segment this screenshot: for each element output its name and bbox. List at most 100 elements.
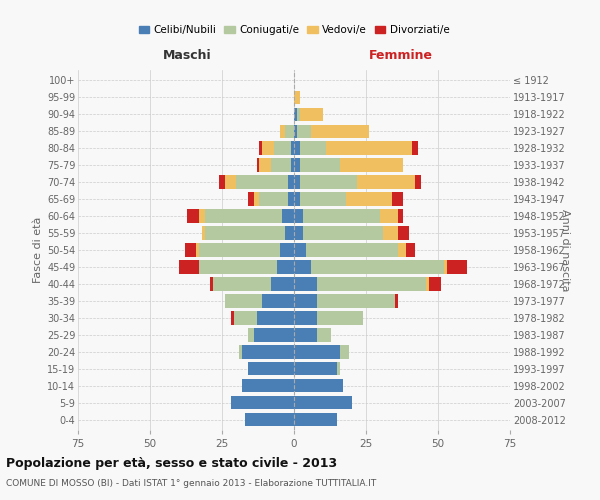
- Bar: [259, 158, 271, 172]
- Bar: [199, 210, 205, 222]
- Bar: [294, 312, 317, 324]
- Bar: [248, 362, 294, 376]
- Bar: [262, 294, 294, 308]
- Text: Popolazione per età, sesso e stato civile - 2013: Popolazione per età, sesso e stato civil…: [6, 458, 337, 470]
- Bar: [205, 210, 283, 222]
- Bar: [337, 362, 340, 376]
- Bar: [294, 379, 343, 392]
- Bar: [427, 278, 430, 290]
- Bar: [294, 362, 337, 376]
- Bar: [271, 278, 294, 290]
- Text: COMUNE DI MOSSO (BI) - Dati ISTAT 1° gennaio 2013 - Elaborazione TUTTITALIA.IT: COMUNE DI MOSSO (BI) - Dati ISTAT 1° gen…: [6, 479, 376, 488]
- Bar: [185, 244, 196, 256]
- Bar: [179, 260, 199, 274]
- Bar: [398, 210, 403, 222]
- Bar: [294, 346, 340, 358]
- Bar: [288, 192, 294, 205]
- Bar: [291, 158, 294, 172]
- Legend: Celibi/Nubili, Coniugati/e, Vedovi/e, Divorziati/e: Celibi/Nubili, Coniugati/e, Vedovi/e, Di…: [134, 21, 454, 40]
- Bar: [257, 312, 294, 324]
- Bar: [294, 260, 311, 274]
- Bar: [230, 396, 294, 409]
- Bar: [257, 158, 259, 172]
- Bar: [259, 192, 288, 205]
- Bar: [444, 260, 446, 274]
- Bar: [283, 210, 294, 222]
- Bar: [230, 312, 233, 324]
- Bar: [294, 278, 317, 290]
- Bar: [311, 124, 369, 138]
- Bar: [311, 260, 444, 274]
- Bar: [219, 176, 225, 188]
- Bar: [286, 226, 294, 239]
- Bar: [248, 328, 254, 342]
- Bar: [302, 226, 383, 239]
- Bar: [383, 226, 398, 239]
- Bar: [294, 413, 337, 426]
- Bar: [242, 379, 294, 392]
- Bar: [187, 210, 199, 222]
- Bar: [233, 312, 257, 324]
- Bar: [317, 328, 331, 342]
- Bar: [196, 244, 199, 256]
- Bar: [346, 192, 392, 205]
- Bar: [202, 226, 205, 239]
- Bar: [211, 278, 214, 290]
- Bar: [245, 413, 294, 426]
- Bar: [277, 260, 294, 274]
- Bar: [294, 244, 305, 256]
- Bar: [280, 244, 294, 256]
- Bar: [199, 244, 280, 256]
- Bar: [300, 192, 346, 205]
- Bar: [294, 124, 297, 138]
- Bar: [291, 142, 294, 154]
- Bar: [274, 142, 291, 154]
- Bar: [340, 158, 403, 172]
- Text: Femmine: Femmine: [368, 48, 433, 62]
- Text: Maschi: Maschi: [163, 48, 212, 62]
- Bar: [406, 244, 415, 256]
- Bar: [305, 244, 398, 256]
- Bar: [294, 226, 302, 239]
- Bar: [259, 142, 262, 154]
- Bar: [294, 294, 317, 308]
- Bar: [225, 176, 236, 188]
- Bar: [294, 108, 297, 121]
- Bar: [358, 176, 415, 188]
- Bar: [294, 142, 300, 154]
- Bar: [286, 124, 294, 138]
- Bar: [446, 260, 467, 274]
- Bar: [398, 226, 409, 239]
- Bar: [300, 176, 358, 188]
- Bar: [300, 158, 340, 172]
- Bar: [340, 346, 349, 358]
- Bar: [254, 328, 294, 342]
- Bar: [225, 294, 262, 308]
- Bar: [254, 192, 259, 205]
- Bar: [199, 260, 277, 274]
- Bar: [205, 226, 286, 239]
- Bar: [317, 312, 363, 324]
- Bar: [395, 294, 398, 308]
- Bar: [288, 176, 294, 188]
- Bar: [294, 176, 300, 188]
- Bar: [297, 108, 300, 121]
- Bar: [294, 328, 317, 342]
- Bar: [317, 278, 427, 290]
- Bar: [300, 108, 323, 121]
- Bar: [297, 124, 311, 138]
- Bar: [239, 346, 242, 358]
- Bar: [294, 158, 300, 172]
- Y-axis label: Fasce di età: Fasce di età: [32, 217, 43, 283]
- Bar: [398, 244, 406, 256]
- Bar: [242, 346, 294, 358]
- Bar: [300, 142, 326, 154]
- Bar: [214, 278, 271, 290]
- Bar: [430, 278, 441, 290]
- Bar: [294, 210, 302, 222]
- Bar: [392, 192, 403, 205]
- Bar: [236, 176, 288, 188]
- Bar: [248, 192, 254, 205]
- Bar: [294, 192, 300, 205]
- Y-axis label: Anni di nascita: Anni di nascita: [560, 209, 570, 291]
